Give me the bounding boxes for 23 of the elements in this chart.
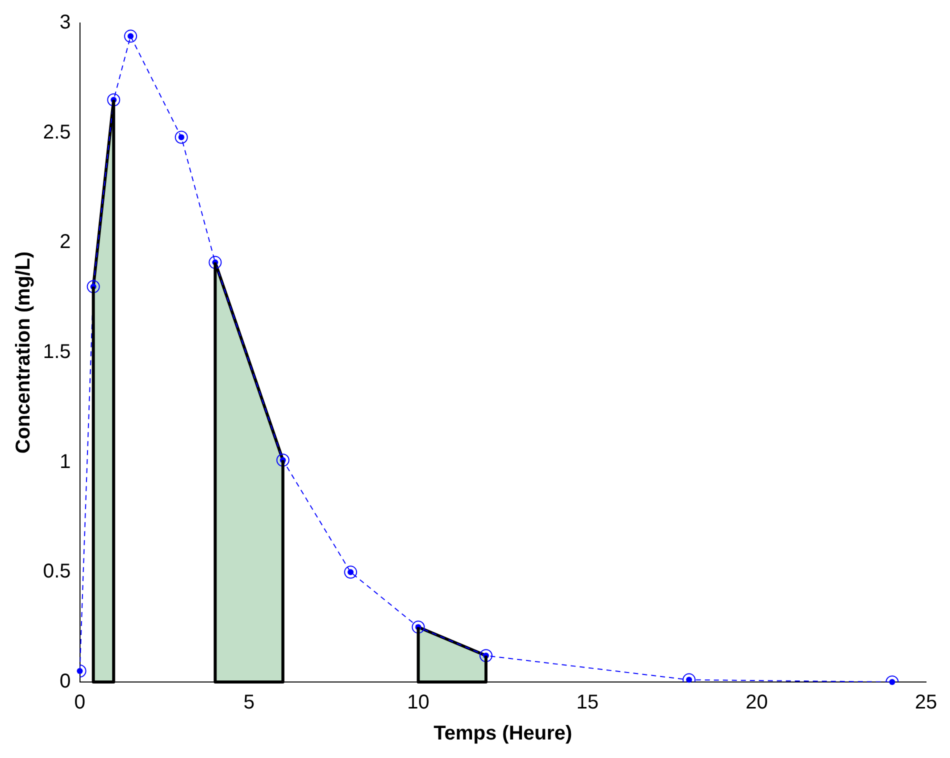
- point: [107, 93, 120, 106]
- point: [86, 280, 100, 294]
- y-axis-title: Concentration (mg/L): [12, 251, 35, 454]
- x-tick-label: 15: [576, 692, 599, 714]
- x-tick-label: 0: [74, 692, 86, 714]
- point: [479, 649, 492, 662]
- x-tick-label: 5: [243, 692, 255, 714]
- y-tick-label: 0.5: [42, 560, 71, 583]
- y-tick-label: 3: [60, 12, 71, 34]
- y-tick-label: 2: [60, 231, 71, 254]
- x-tick-label: 20: [746, 692, 768, 714]
- y-tick-label: 1: [60, 450, 71, 473]
- point: [208, 256, 222, 269]
- point: [174, 130, 188, 144]
- point: [124, 30, 138, 43]
- y-tick-label: 0: [60, 670, 71, 693]
- y-tick-label: 2.5: [42, 121, 71, 144]
- x-tick-label: 25: [914, 692, 938, 714]
- point: [344, 566, 358, 579]
- x-axis-title: Temps (Heure): [434, 722, 572, 745]
- y-tick-label: 1.5: [42, 341, 71, 364]
- point: [276, 454, 290, 467]
- x-tick-label: 10: [407, 692, 430, 714]
